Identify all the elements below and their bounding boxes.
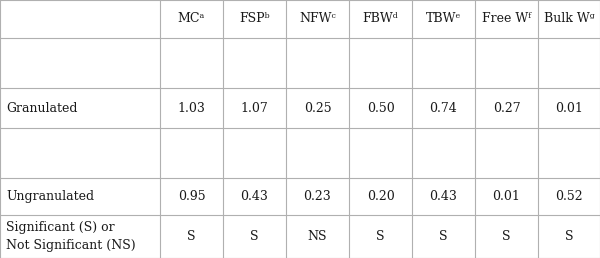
Text: 1.07: 1.07	[241, 101, 268, 115]
Text: 0.01: 0.01	[493, 190, 520, 203]
Text: 0.20: 0.20	[367, 190, 394, 203]
Text: 0.43: 0.43	[241, 190, 268, 203]
Text: 0.27: 0.27	[493, 101, 520, 115]
Text: 0.74: 0.74	[430, 101, 457, 115]
Text: 0.52: 0.52	[555, 190, 583, 203]
Text: 1.03: 1.03	[178, 101, 205, 115]
Text: 0.43: 0.43	[430, 190, 457, 203]
Text: FSPᵇ: FSPᵇ	[239, 12, 270, 26]
Text: MCᵃ: MCᵃ	[178, 12, 205, 26]
Text: NFWᶜ: NFWᶜ	[299, 12, 336, 26]
Text: 0.95: 0.95	[178, 190, 205, 203]
Text: S: S	[250, 230, 259, 243]
Text: S: S	[439, 230, 448, 243]
Text: Significant (S) or
Not Significant (NS): Significant (S) or Not Significant (NS)	[6, 222, 136, 252]
Text: S: S	[376, 230, 385, 243]
Text: Free Wᶠ: Free Wᶠ	[482, 12, 531, 26]
Text: Ungranulated: Ungranulated	[6, 190, 94, 203]
Text: S: S	[565, 230, 573, 243]
Text: Bulk Wᵍ: Bulk Wᵍ	[544, 12, 595, 26]
Text: 0.25: 0.25	[304, 101, 331, 115]
Text: 0.01: 0.01	[555, 101, 583, 115]
Text: FBWᵈ: FBWᵈ	[362, 12, 398, 26]
Text: Granulated: Granulated	[6, 101, 77, 115]
Text: NS: NS	[308, 230, 327, 243]
Text: TBWᵉ: TBWᵉ	[426, 12, 461, 26]
Text: S: S	[502, 230, 511, 243]
Text: 0.50: 0.50	[367, 101, 394, 115]
Text: 0.23: 0.23	[304, 190, 331, 203]
Text: S: S	[187, 230, 196, 243]
